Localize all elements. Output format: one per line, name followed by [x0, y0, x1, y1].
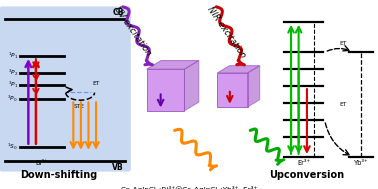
Polygon shape	[217, 73, 248, 107]
Text: NIR excitation: NIR excitation	[205, 5, 247, 59]
Text: Er³⁺: Er³⁺	[297, 160, 310, 166]
Text: Down-shifting: Down-shifting	[20, 170, 97, 180]
Polygon shape	[147, 69, 184, 111]
Text: UV excitation: UV excitation	[113, 5, 153, 57]
Text: $^3P_0$: $^3P_0$	[8, 94, 18, 104]
Text: VB: VB	[112, 163, 124, 172]
Text: Bi³⁺: Bi³⁺	[36, 160, 48, 166]
Polygon shape	[184, 60, 199, 111]
Text: CB: CB	[113, 8, 124, 17]
Text: ET: ET	[92, 81, 99, 86]
Text: Upconversion: Upconversion	[270, 170, 344, 180]
Polygon shape	[217, 66, 260, 73]
Text: $^1S_0$: $^1S_0$	[7, 142, 18, 152]
Text: ET: ET	[339, 41, 347, 46]
Text: ET: ET	[339, 102, 347, 107]
Text: STE: STE	[74, 104, 85, 109]
Text: $^1P_1$: $^1P_1$	[8, 51, 18, 61]
Text: $^3P_1$: $^3P_1$	[8, 80, 18, 90]
Polygon shape	[147, 60, 199, 69]
Text: Cs₂AgInCl₆:Bi³⁺@Cs₂AgInCl₆:Yb³⁺, Er³⁺: Cs₂AgInCl₆:Bi³⁺@Cs₂AgInCl₆:Yb³⁺, Er³⁺	[121, 186, 257, 189]
Text: Yb³⁺: Yb³⁺	[354, 160, 368, 166]
Polygon shape	[248, 66, 260, 107]
Text: $^3P_2$: $^3P_2$	[8, 67, 18, 78]
FancyBboxPatch shape	[0, 6, 131, 172]
